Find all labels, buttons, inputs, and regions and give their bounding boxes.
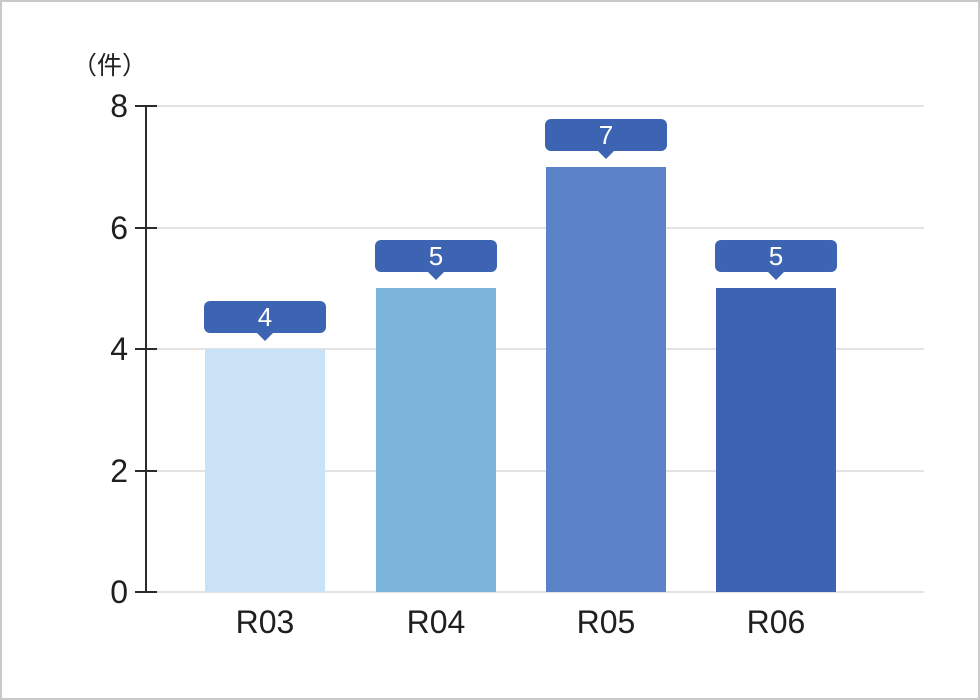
data-label-callout: 5 [715, 240, 837, 273]
data-label-callout: 5 [375, 240, 497, 273]
x-axis-label-R03: R03 [235, 604, 295, 640]
y-axis-tick [135, 348, 157, 350]
y-axis-tick-label: 2 [110, 452, 128, 489]
bar-R05 [546, 166, 666, 592]
x-axis-baseline [146, 591, 924, 593]
y-axis-tick-label: 4 [110, 331, 128, 367]
data-label-callout-pointer [767, 271, 785, 281]
data-label-callout-pointer [597, 149, 615, 159]
x-axis-label-R05: R05 [576, 604, 636, 640]
y-axis-tick-label: 6 [110, 209, 128, 246]
y-axis-tick [135, 226, 157, 229]
y-axis-tick [135, 105, 157, 107]
data-label-callout: 4 [204, 301, 326, 333]
data-label-callout: 7 [545, 118, 667, 151]
bar-R04 [376, 288, 496, 592]
y-axis-tick [135, 469, 157, 472]
y-axis-tick-label: 8 [110, 88, 128, 124]
data-label-callout-pointer [256, 332, 274, 341]
y-axis-tick-label: 0 [110, 574, 128, 610]
x-axis-label-R04: R04 [406, 604, 466, 640]
bar-R03 [205, 349, 325, 592]
y-axis-unit-label: （件） [72, 52, 148, 80]
gridline [146, 105, 924, 107]
bar-R06 [716, 288, 836, 592]
data-label-callout-pointer [427, 271, 445, 281]
y-axis-tick [135, 591, 157, 593]
gridline [146, 469, 924, 472]
x-axis-label-R06: R06 [746, 604, 806, 640]
gridline [146, 226, 924, 229]
gridline [146, 348, 924, 350]
